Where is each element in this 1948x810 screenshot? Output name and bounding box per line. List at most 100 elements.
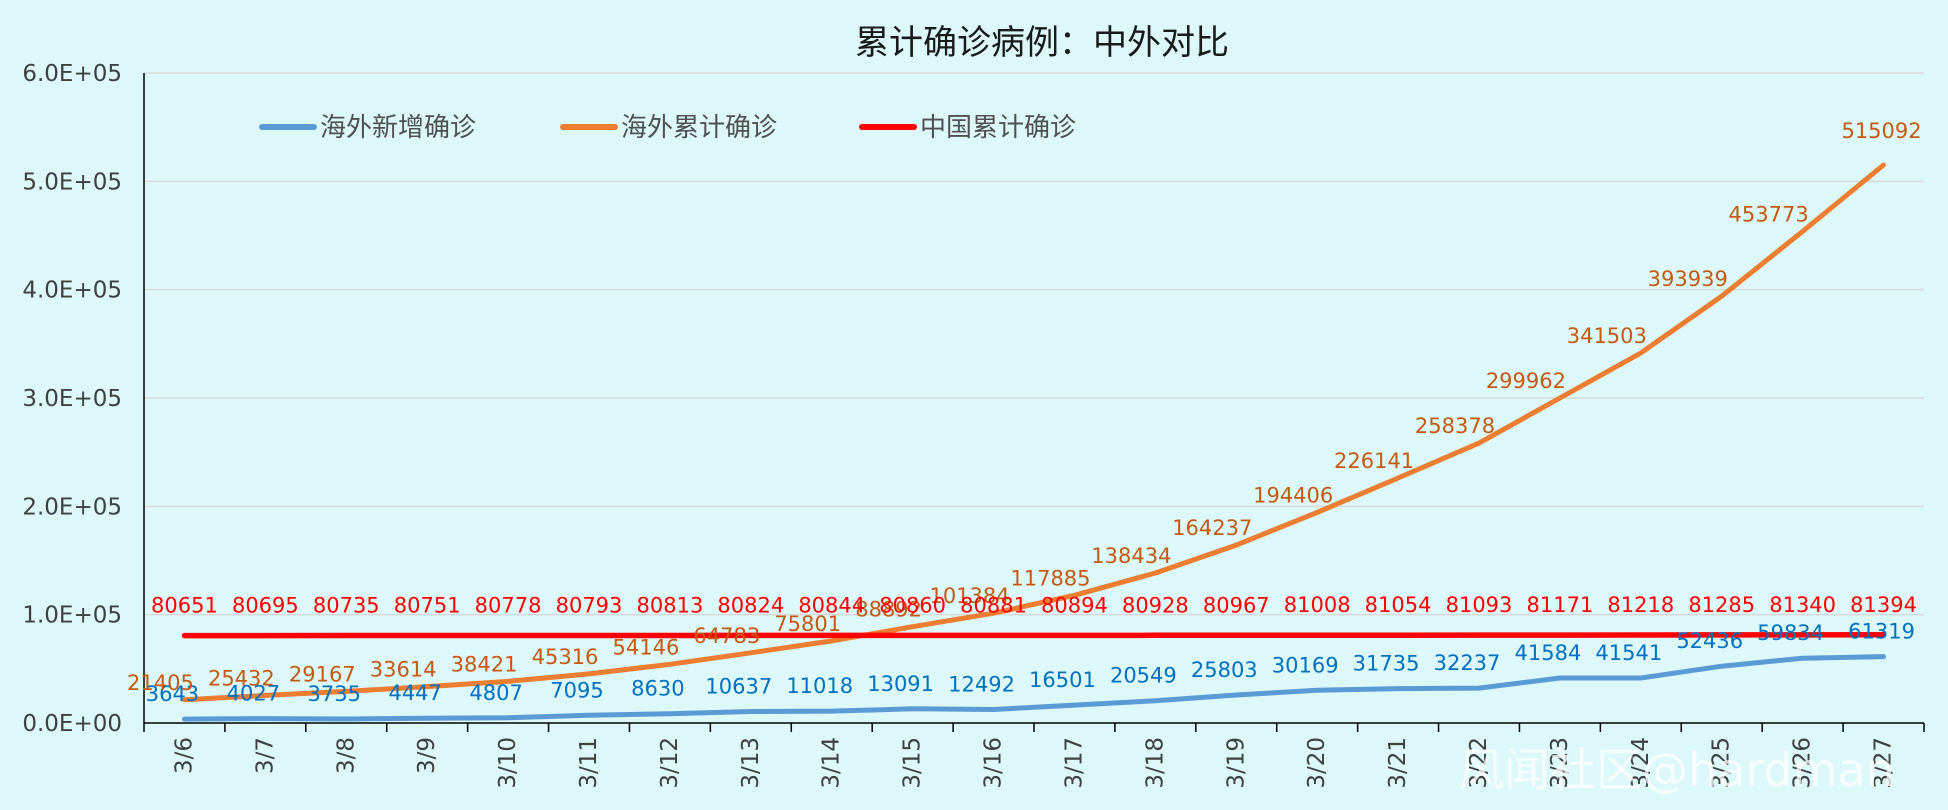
data-label: 54146 [613,635,680,659]
data-label: 3643 [146,682,199,706]
data-label: 393939 [1648,267,1728,291]
x-tick-label: 3/17 [1061,737,1087,789]
x-tick-label: 3/22 [1466,737,1492,789]
data-label: 164237 [1172,516,1252,540]
data-label: 515092 [1841,119,1921,143]
data-label: 80793 [556,593,623,617]
x-tick-label: 3/21 [1385,737,1411,789]
x-tick-label: 3/15 [900,737,926,789]
data-label: 41541 [1595,641,1662,665]
data-label: 80824 [717,593,784,617]
data-label: 81285 [1688,593,1755,617]
x-tick-label: 3/25 [1709,737,1735,789]
data-label: 80695 [232,594,299,618]
y-tick-label: 4.0E+05 [22,278,122,304]
data-label: 64783 [693,624,760,648]
data-label: 80813 [637,593,704,617]
x-tick-label: 3/10 [495,737,521,789]
x-tick-label: 3/26 [1790,737,1816,789]
legend-label: 海外累计确诊 [621,113,777,143]
series-line [182,162,1886,703]
y-tick-label: 5.0E+05 [22,169,122,195]
x-tick-label: 3/13 [738,737,764,789]
data-label: 61319 [1848,620,1915,644]
series-lines [181,162,1887,722]
x-tick-label: 3/20 [1304,737,1330,789]
x-tick-label: 3/19 [1223,737,1249,789]
series-line [181,632,1887,639]
data-label: 32237 [1434,651,1501,675]
legend: 海外新增确诊 海外累计确诊 中国累计确诊 [259,113,1076,143]
data-label: 80651 [151,594,218,618]
data-label: 3735 [308,682,361,706]
y-axis: 0.0E+00 1.0E+05 2.0E+05 3.0E+05 4.0E+05 5.0E+… [22,61,145,737]
data-label: 341503 [1567,324,1647,348]
data-label: 80844 [798,593,865,617]
data-label: 4807 [469,681,522,705]
data-label: 7095 [550,678,603,702]
data-label: 117885 [1010,566,1090,590]
data-label: 20549 [1110,664,1177,688]
x-tick-label: 3/14 [819,737,845,789]
data-label: 21405 [127,671,194,695]
series-line [182,654,1886,722]
x-tick-label: 3/27 [1871,737,1897,789]
data-label: 80894 [1041,593,1108,617]
data-label: 194406 [1253,483,1333,507]
data-label: 29167 [289,662,356,686]
data-label: 31735 [1353,652,1420,676]
x-tick-label: 3/23 [1547,737,1573,789]
x-tick-label: 3/11 [576,737,602,789]
data-label: 25432 [208,666,275,690]
x-tick-label: 3/24 [1628,737,1654,789]
data-label: 138434 [1091,544,1171,568]
y-tick-label: 6.0E+05 [22,61,122,87]
data-label: 80860 [879,593,946,617]
x-tick-label: 3/12 [657,737,683,789]
legend-label: 中国累计确诊 [920,113,1076,143]
data-label: 25803 [1191,658,1258,682]
data-labels: 3643 4027 3735 4447 4807 7095 8630 10637 11018 13… [127,119,1922,706]
x-tick-label: 3/6 [171,737,197,774]
data-label: 4027 [227,682,280,706]
x-tick-label: 3/16 [981,737,1007,789]
x-tick-label: 3/18 [1142,737,1168,789]
data-label: 81093 [1446,593,1513,617]
x-axis: 3/6 3/7 3/8 3/9 3/10 3/11 3/12 3/13 3/14 3/15 3/16… [143,722,1925,789]
data-label: 80735 [313,594,380,618]
data-label: 38421 [451,652,518,676]
y-tick-label: 2.0E+05 [22,494,122,520]
x-tick-label: 3/7 [252,737,278,774]
data-label: 11018 [786,674,853,698]
grid-lines [144,72,1924,616]
data-label: 258378 [1415,414,1495,438]
chart-title: 累计确诊病例：中外对比 [855,23,1229,63]
x-tick-label: 3/8 [333,737,359,774]
data-label: 45316 [532,645,599,669]
data-label: 80751 [394,594,461,618]
data-label: 59834 [1757,621,1824,645]
data-label: 80881 [960,593,1027,617]
data-label: 16501 [1029,668,1096,692]
y-tick-label: 0.0E+00 [22,711,122,737]
data-label: 101384 [929,584,1009,608]
data-label: 80778 [475,593,542,617]
data-label: 30169 [1272,653,1339,677]
data-label: 80928 [1122,593,1189,617]
data-label: 453773 [1729,202,1809,226]
data-label: 52436 [1676,629,1743,653]
data-label: 10637 [705,674,772,698]
data-label: 4447 [388,681,441,705]
data-label: 81171 [1527,593,1594,617]
data-label: 8630 [631,677,684,701]
watermark-text: 风闻社区@hardman [1458,743,1895,797]
data-label: 81054 [1365,593,1432,617]
data-label: 81008 [1284,593,1351,617]
data-label: 80967 [1203,593,1270,617]
data-label: 81218 [1607,593,1674,617]
data-label: 88892 [855,598,922,622]
data-label: 41584 [1515,641,1582,665]
data-label: 12492 [948,672,1015,696]
x-tick-label: 3/9 [414,737,440,774]
